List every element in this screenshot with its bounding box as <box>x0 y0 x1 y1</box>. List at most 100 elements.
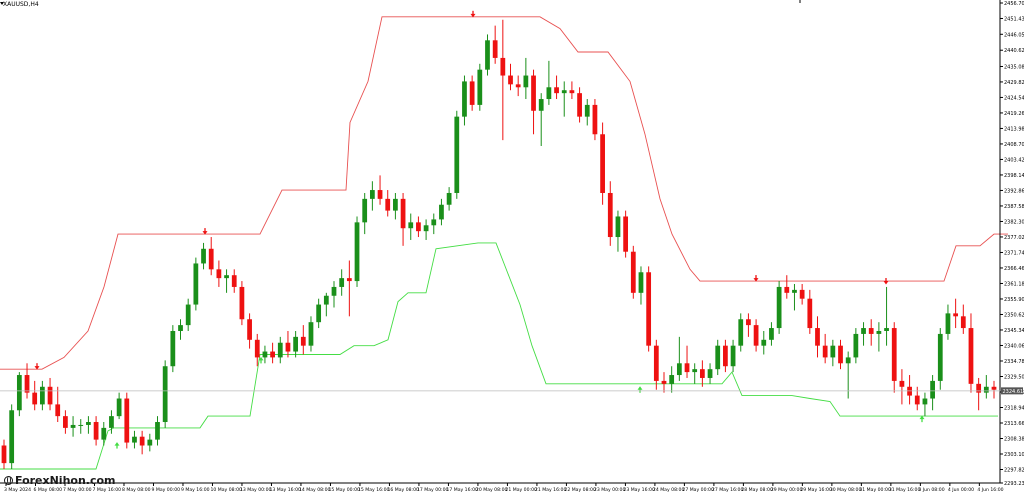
arrow-head <box>470 13 476 18</box>
bull-candle <box>362 192 368 235</box>
bull-candle <box>485 34 490 76</box>
candle-body <box>362 198 368 223</box>
bull-candle <box>224 269 229 293</box>
bear-candle <box>976 377 982 411</box>
x-tick-label: 6 May 08:00 <box>33 487 62 493</box>
candle-body <box>132 436 137 443</box>
candle-body <box>730 345 736 367</box>
candle-body <box>139 436 145 446</box>
candle-body <box>715 345 721 370</box>
bull-candle <box>70 416 76 437</box>
candle-body <box>369 190 375 199</box>
x-tick-label: 16 May 08:00 <box>387 487 419 493</box>
bear-candle <box>891 322 897 393</box>
y-tick-label: 2429.825 <box>1004 80 1024 86</box>
bull-candle <box>132 430 137 449</box>
y-tick-label: 2355.905 <box>1004 297 1024 303</box>
bear-candle <box>124 392 130 449</box>
bear-candle <box>577 87 582 123</box>
y-tick-label: 2308.385 <box>1004 437 1024 443</box>
bear-candle <box>254 333 260 367</box>
bear-candle <box>469 75 475 111</box>
candle-body <box>707 369 713 378</box>
candle-body <box>960 316 966 329</box>
bull-candle <box>393 192 398 220</box>
candle-body <box>423 225 429 232</box>
candle-body <box>462 81 467 117</box>
bear-candle <box>907 375 912 405</box>
y-tick-label: 2361.185 <box>1004 281 1024 287</box>
candle-body <box>761 339 767 346</box>
candle-body <box>270 351 275 358</box>
bull-candle <box>776 281 782 334</box>
candle-body <box>316 304 322 323</box>
bear-candle <box>784 275 790 299</box>
bear-candle <box>630 245 636 299</box>
y-tick-label: 2313.665 <box>1004 421 1024 427</box>
candle-body <box>746 319 751 326</box>
bear-candle <box>822 333 828 364</box>
bull-candle <box>853 328 859 364</box>
bear-candle <box>139 430 145 455</box>
bear-candle <box>646 266 652 352</box>
bear-candle <box>684 345 690 378</box>
candle-body <box>93 422 99 440</box>
bear-candle <box>569 81 575 100</box>
candle-body <box>116 398 122 417</box>
candle-body <box>300 336 306 346</box>
arrow-head <box>258 356 264 361</box>
candle-body <box>769 328 774 340</box>
y-tick-label: 2403.425 <box>1004 157 1024 163</box>
bull-candle <box>876 322 882 352</box>
candle-body <box>492 40 498 58</box>
bear-candle <box>346 260 352 317</box>
globe-icon <box>4 476 13 485</box>
candle-body <box>876 330 882 334</box>
bear-candle <box>55 386 61 423</box>
bull-candle <box>316 298 322 329</box>
window-menu-icon[interactable] <box>0 2 4 5</box>
bull-candle <box>692 363 698 384</box>
bear-candle <box>807 289 813 334</box>
y-tick-label: 2297.825 <box>1004 468 1024 474</box>
bear-candle <box>270 342 275 364</box>
x-tick-label: 21 May 16:00 <box>535 487 567 493</box>
y-tick-label: 2419.265 <box>1004 111 1024 117</box>
y-tick-label: 2382.305 <box>1004 219 1024 225</box>
candle-body <box>968 328 974 384</box>
y-tick-label: 2303.105 <box>1004 452 1024 458</box>
current-price-label: 2324.610 <box>1003 389 1024 395</box>
bull-candle <box>16 372 22 417</box>
bull-candle <box>155 416 160 446</box>
candle-body <box>446 192 452 205</box>
arrow-head <box>883 281 889 285</box>
candle-body <box>469 81 475 105</box>
bull-candle <box>523 57 529 100</box>
bull-candle <box>861 322 866 346</box>
bear-candle <box>746 313 751 337</box>
y-tick-label: 2366.465 <box>1004 266 1024 272</box>
candle-body <box>155 422 160 440</box>
current-price-tag <box>1001 387 1023 395</box>
candle-body <box>815 328 820 346</box>
bull-candle <box>615 210 621 252</box>
y-tick-label: 2318.945 <box>1004 405 1024 411</box>
bull-candle <box>116 392 122 420</box>
candle-body <box>646 272 652 346</box>
bull-candle <box>922 392 928 417</box>
x-tick-label: 21 May 00:00 <box>505 487 537 493</box>
y-tick-label: 2456.705 <box>1004 1 1024 7</box>
bull-candle <box>262 345 268 364</box>
bull-candle <box>561 81 567 117</box>
bear-candle <box>247 313 252 349</box>
x-tick-label: 30 May 08:00 <box>830 487 862 493</box>
candle-body <box>331 286 337 296</box>
buy-arrow-icon <box>258 356 264 364</box>
watermark-text: ForexNihon.com <box>15 474 116 487</box>
bull-candle <box>439 198 444 226</box>
bear-candle <box>492 25 498 64</box>
candle-body <box>884 328 889 331</box>
candle-body <box>584 104 590 117</box>
